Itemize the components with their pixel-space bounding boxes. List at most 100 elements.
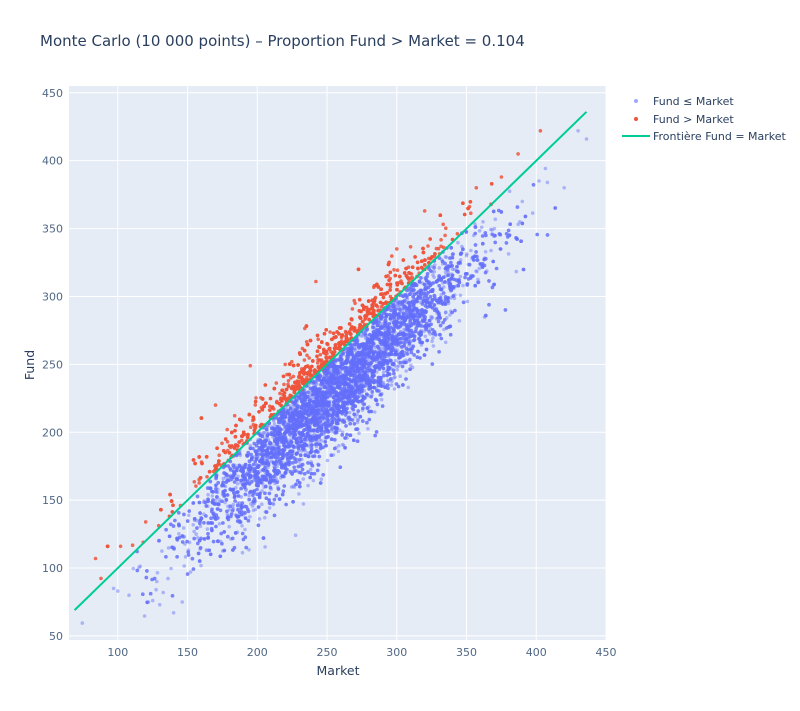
point-fund-le-market — [333, 369, 337, 374]
point-fund-le-market — [372, 410, 377, 414]
point-fund-le-market — [363, 383, 367, 388]
point-fund-le-market — [514, 269, 519, 274]
point-fund-le-market — [357, 345, 362, 349]
point-fund-le-market — [458, 274, 463, 279]
point-fund-le-market — [412, 322, 417, 326]
point-fund-le-market — [288, 409, 293, 413]
point-fund-le-market — [352, 395, 357, 399]
point-fund-le-market — [347, 410, 352, 415]
point-fund-le-market — [302, 446, 307, 451]
point-fund-le-market — [383, 348, 387, 352]
point-fund-le-market — [266, 424, 270, 428]
point-fund-le-market — [543, 166, 548, 171]
point-fund-le-market — [448, 313, 452, 317]
point-fund-le-market — [400, 332, 405, 337]
point-fund-le-market — [378, 393, 382, 397]
point-fund-le-market — [411, 316, 415, 320]
point-fund-le-market — [285, 425, 289, 429]
point-fund-le-market — [272, 444, 277, 448]
point-fund-le-market — [215, 490, 220, 495]
point-fund-le-market — [342, 375, 347, 379]
point-fund-le-market — [276, 456, 281, 461]
point-fund-le-market — [516, 222, 520, 227]
point-fund-le-market — [333, 404, 338, 408]
point-fund-le-market — [186, 548, 191, 552]
point-fund-le-market — [381, 341, 386, 346]
series-fund-le-market — [80, 129, 589, 625]
point-fund-le-market — [325, 409, 329, 414]
point-fund-le-market — [287, 411, 291, 415]
point-fund-le-market — [344, 375, 348, 380]
point-fund-le-market — [479, 225, 484, 230]
point-fund-le-market — [241, 467, 245, 471]
point-fund-le-market — [304, 423, 309, 428]
point-fund-le-market — [395, 343, 399, 348]
point-fund-le-market — [340, 352, 345, 356]
point-fund-le-market — [360, 363, 365, 368]
point-fund-le-market — [323, 417, 327, 421]
point-fund-le-market — [377, 356, 382, 361]
point-fund-le-market — [381, 326, 385, 331]
point-fund-le-market — [320, 413, 324, 417]
point-fund-le-market — [288, 404, 293, 409]
point-fund-le-market — [331, 376, 335, 381]
point-fund-le-market — [321, 402, 326, 407]
point-fund-le-market — [205, 527, 210, 531]
point-fund-le-market — [397, 306, 401, 310]
point-fund-le-market — [405, 297, 410, 302]
point-fund-le-market — [306, 426, 311, 430]
point-fund-le-market — [429, 316, 434, 321]
point-fund-le-market — [346, 369, 350, 374]
point-fund-le-market — [315, 417, 319, 422]
point-fund-le-market — [363, 359, 367, 363]
point-fund-le-market — [161, 590, 165, 595]
point-fund-le-market — [412, 310, 417, 315]
point-fund-le-market — [297, 492, 301, 496]
point-fund-le-market — [231, 502, 236, 507]
point-fund-le-market — [166, 576, 170, 581]
plot-background[interactable] — [69, 86, 606, 640]
point-fund-le-market — [226, 504, 230, 509]
point-fund-le-market — [292, 444, 296, 448]
point-fund-le-market — [277, 456, 281, 460]
point-fund-le-market — [311, 380, 316, 384]
point-fund-le-market — [506, 252, 511, 256]
point-fund-le-market — [348, 369, 353, 374]
point-fund-le-market — [398, 310, 402, 314]
point-fund-le-market — [227, 524, 231, 529]
point-fund-le-market — [456, 279, 460, 284]
point-fund-le-market — [186, 513, 191, 518]
point-fund-le-market — [353, 348, 358, 353]
point-fund-le-market — [265, 429, 269, 433]
point-fund-le-market — [373, 334, 377, 338]
point-fund-le-market — [231, 476, 236, 480]
point-fund-le-market — [346, 359, 350, 364]
point-fund-le-market — [351, 388, 356, 392]
point-fund-le-market — [352, 342, 357, 347]
point-fund-le-market — [372, 329, 377, 334]
point-fund-le-market — [324, 389, 329, 394]
point-fund-le-market — [264, 460, 269, 465]
point-fund-le-market — [409, 332, 413, 337]
point-fund-le-market — [327, 429, 332, 434]
point-fund-le-market — [345, 381, 350, 386]
point-fund-le-market — [324, 379, 328, 384]
point-fund-le-market — [271, 435, 275, 439]
point-fund-le-market — [395, 334, 400, 339]
point-fund-le-market — [392, 387, 397, 391]
point-fund-le-market — [450, 267, 455, 271]
point-fund-le-market — [183, 555, 188, 559]
point-fund-le-market — [477, 266, 482, 271]
point-fund-le-market — [399, 345, 403, 349]
point-fund-le-market — [338, 367, 343, 372]
point-fund-le-market — [358, 388, 363, 393]
point-fund-le-market — [289, 485, 294, 489]
point-fund-le-market — [491, 283, 496, 287]
point-fund-le-market — [285, 437, 289, 442]
point-fund-le-market — [409, 339, 413, 343]
point-fund-le-market — [317, 437, 322, 442]
point-fund-le-market — [195, 536, 200, 540]
point-fund-le-market — [230, 505, 235, 509]
point-fund-le-market — [352, 347, 357, 351]
